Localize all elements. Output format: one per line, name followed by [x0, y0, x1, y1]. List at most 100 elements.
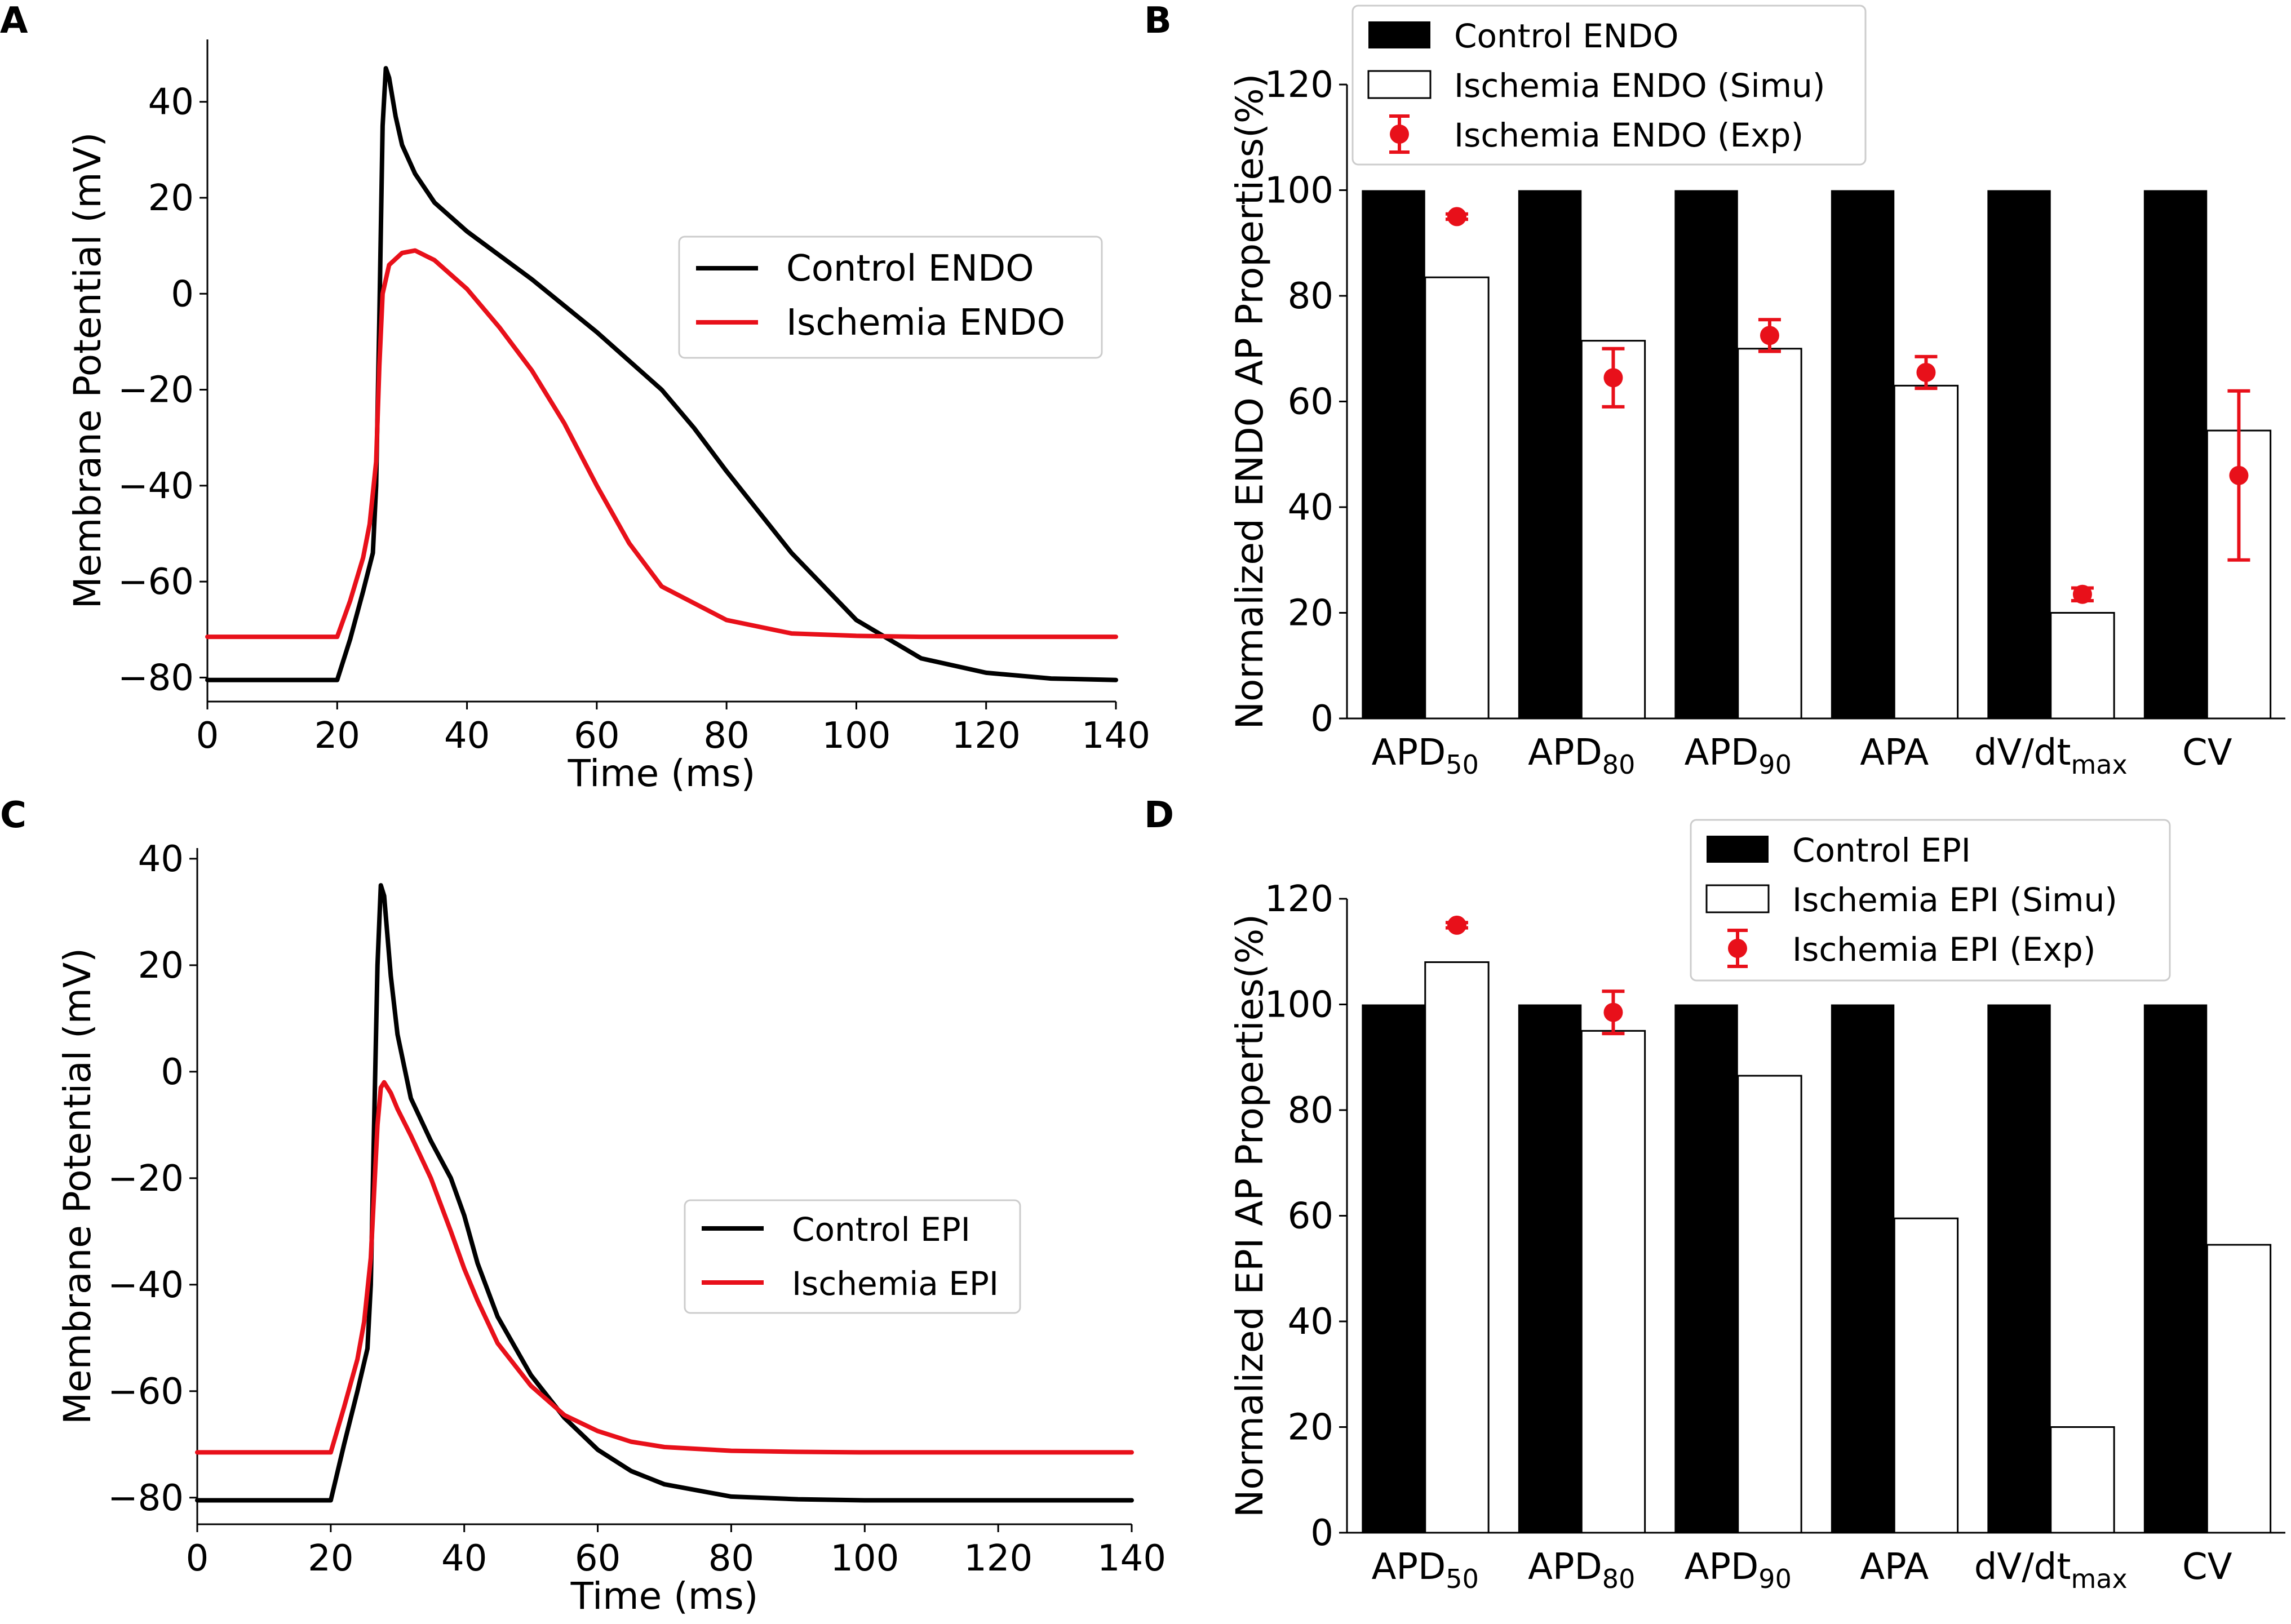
x-tick-label: 0	[196, 715, 219, 757]
bar-control	[2143, 1004, 2208, 1533]
bar-ischemia-simu	[1893, 1217, 1959, 1534]
legend-swatch-point	[1390, 125, 1409, 144]
exp-point	[1760, 326, 1779, 345]
y-tick-label: 0	[161, 1051, 184, 1093]
y-tick-label: 0	[171, 273, 194, 315]
legend-label: Ischemia ENDO (Simu)	[1454, 66, 1825, 105]
x-tick-label: 20	[314, 715, 360, 757]
x-tick-label: 0	[186, 1538, 209, 1579]
panel-letter-d: D	[1144, 795, 1174, 836]
series-line-control	[195, 883, 1134, 1503]
legend-swatch-simu	[1705, 884, 1770, 913]
x-tick-label: 80	[703, 715, 749, 757]
legend-swatch-control	[1368, 21, 1430, 48]
y-tick-label: 0	[1310, 698, 1333, 740]
y-tick-label: 80	[1288, 276, 1333, 317]
bar-ischemia-simu	[1580, 1030, 1646, 1534]
bar-control	[1674, 1004, 1738, 1533]
x-category-label: CV	[2182, 1546, 2232, 1588]
x-tick-label: 120	[952, 715, 1021, 757]
panel-letter-a: A	[0, 0, 28, 42]
y-axis-label: Membrane Potential (mV)	[66, 132, 109, 609]
x-axis-label: Time (ms)	[570, 1574, 759, 1618]
legend-label: Control ENDO	[1454, 17, 1678, 55]
legend-swatch-control	[1707, 836, 1769, 863]
exp-point	[2229, 465, 2249, 485]
y-tick-label: −20	[108, 1158, 184, 1200]
legend-label: Control EPI	[1792, 831, 1971, 869]
series-line-ischemia	[195, 1080, 1134, 1455]
x-tick-label: 40	[441, 1538, 487, 1579]
x-category-label: APD50	[1372, 732, 1479, 780]
bar-control	[1987, 190, 2051, 718]
bar-control	[1987, 1004, 2051, 1533]
y-axis-label: Normalized ENDO AP Properties(%)	[1228, 74, 1271, 730]
y-tick-label: 20	[1288, 593, 1333, 634]
bar-control	[1674, 190, 1738, 718]
bar-ischemia-simu	[2050, 612, 2115, 720]
bar-control	[2143, 190, 2208, 718]
legend-box	[1351, 5, 1867, 166]
bar-ischemia-simu	[1737, 348, 1802, 720]
y-tick-label: 80	[1288, 1090, 1333, 1132]
exp-point	[2072, 584, 2092, 604]
y-tick-label: −40	[118, 465, 194, 507]
series-line-ischemia	[205, 248, 1118, 640]
y-tick-label: 100	[1265, 984, 1333, 1026]
legend-label: Ischemia EPI	[792, 1264, 999, 1303]
y-tick-label: 20	[148, 178, 194, 219]
x-tick-label: 20	[308, 1538, 353, 1579]
exp-point	[1447, 207, 1466, 227]
x-category-label: APD90	[1685, 732, 1792, 780]
x-tick-label: 80	[708, 1538, 754, 1579]
x-category-label: APD80	[1528, 1546, 1635, 1594]
bar-control	[1831, 1004, 1895, 1533]
y-tick-label: −80	[118, 657, 194, 699]
exp-point	[1603, 368, 1623, 388]
x-category-label: APD80	[1528, 732, 1635, 780]
legend-label: Ischemia ENDO (Exp)	[1454, 116, 1803, 154]
x-tick-label: 60	[575, 1538, 621, 1579]
legend-label: Control ENDO	[786, 248, 1034, 290]
y-tick-label: 120	[1265, 878, 1333, 920]
y-tick-label: 120	[1265, 64, 1333, 106]
y-tick-label: 100	[1265, 170, 1333, 212]
y-tick-label: 40	[1288, 487, 1333, 529]
legend-label: Ischemia ENDO	[786, 302, 1065, 344]
y-tick-label: 40	[148, 82, 194, 123]
x-category-label: APD90	[1685, 1546, 1792, 1594]
y-tick-label: −40	[108, 1264, 184, 1306]
bar-control	[1362, 1004, 1425, 1533]
bar-control	[1518, 1004, 1582, 1533]
y-axis-label: Membrane Potential (mV)	[56, 948, 99, 1425]
panel-letter-b: B	[1144, 0, 1172, 42]
legend-box	[1690, 819, 2171, 982]
y-tick-label: 60	[1288, 381, 1333, 423]
x-tick-label: 60	[574, 715, 619, 757]
bar-ischemia-simu	[1424, 961, 1490, 1534]
bar-control	[1362, 190, 1425, 718]
x-tick-label: 40	[444, 715, 490, 757]
panel-letter-c: C	[0, 795, 26, 836]
x-tick-label: 100	[822, 715, 890, 757]
legend-swatch-point	[1728, 939, 1747, 958]
y-tick-label: 20	[138, 945, 184, 987]
y-tick-label: 60	[1288, 1196, 1333, 1237]
x-category-label: CV	[2182, 732, 2232, 774]
bar-ischemia-simu	[1424, 276, 1490, 720]
y-tick-label: 20	[1288, 1407, 1333, 1449]
exp-point	[1603, 1002, 1623, 1022]
y-axis-label: Normalized EPI AP Properties(%)	[1228, 914, 1271, 1517]
panel-c-line-chart: 0 20 40 60 80 100 120 140 −80 −60 −40 −20 0 20 40 Time …	[56, 838, 1166, 1618]
x-axis-label: Time (ms)	[568, 752, 756, 795]
exp-point	[1447, 915, 1466, 935]
x-tick-label: 100	[830, 1538, 899, 1579]
y-tick-label: −60	[108, 1371, 184, 1413]
legend-box	[678, 236, 1103, 359]
legend-swatch-simu	[1367, 70, 1432, 99]
x-category-label: APA	[1860, 732, 1929, 774]
y-tick-label: −80	[108, 1477, 184, 1519]
